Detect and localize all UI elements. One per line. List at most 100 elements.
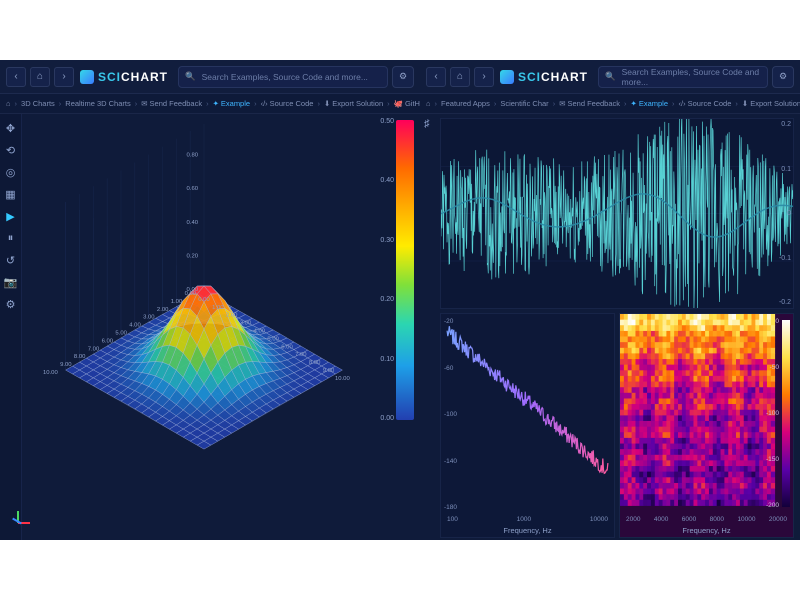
breadcrumb-item[interactable]: 🐙GitHub: [394, 99, 420, 108]
breadcrumb-item[interactable]: Scientific Char: [500, 99, 548, 108]
svg-text:1.00: 1.00: [187, 124, 199, 125]
brand-mark-icon: [80, 70, 94, 84]
svg-text:0.00: 0.00: [198, 297, 210, 303]
topbar: ‹ ⌂ › SCICHART 🔍 Search Examples, Source…: [0, 60, 420, 94]
breadcrumb-item[interactable]: ✦Example: [213, 99, 250, 108]
svg-text:6.00: 6.00: [281, 344, 293, 350]
breadcrumb-item[interactable]: 3D Charts: [21, 99, 55, 108]
download-icon: ⬇: [742, 99, 748, 108]
svg-text:8.00: 8.00: [74, 354, 86, 360]
mail-icon: ✉: [559, 99, 565, 108]
breadcrumb-item[interactable]: Realtime 3D Charts: [65, 99, 130, 108]
spectrum-xlabel: Frequency, Hz: [441, 526, 614, 535]
breadcrumb-item[interactable]: ✦Example: [631, 99, 668, 108]
mail-icon: ✉: [141, 99, 147, 108]
brand-logo: SCICHART: [80, 70, 168, 84]
surface-3d-chart[interactable]: 0.000.001.001.002.002.003.003.004.004.00…: [36, 124, 372, 526]
brand-mark-icon: [500, 70, 514, 84]
svg-text:6.00: 6.00: [102, 338, 114, 344]
spectrum-chart[interactable]: -20-60-100-140-180 100100010000 Frequenc…: [440, 313, 615, 538]
code-icon: ‹/›: [261, 99, 268, 108]
svg-text:3.00: 3.00: [143, 315, 155, 321]
breadcrumb-item[interactable]: ‹/›Source Code: [261, 99, 314, 108]
svg-text:2.00: 2.00: [226, 313, 238, 319]
svg-text:1.00: 1.00: [212, 305, 224, 311]
home-icon: ⌂: [6, 99, 11, 108]
play-button[interactable]: ▶: [3, 208, 19, 224]
svg-text:10.00: 10.00: [335, 376, 350, 382]
breadcrumb-item[interactable]: ⬇Export Solution: [324, 99, 383, 108]
reset-button[interactable]: ↺: [3, 252, 19, 268]
svg-text:9.00: 9.00: [60, 362, 72, 368]
spectrogram-cb-ticks: 0-50-100-150-200: [766, 318, 779, 509]
breadcrumb-item[interactable]: Featured Apps: [441, 99, 490, 108]
svg-text:2.00: 2.00: [157, 307, 169, 313]
brand-logo: SCICHART: [500, 70, 588, 84]
svg-text:7.00: 7.00: [88, 346, 100, 352]
spectrogram-chart[interactable]: 0-50-100-150-200 20004000600080001000020…: [619, 313, 794, 538]
breadcrumb: ⌂›3D Charts›Realtime 3D Charts›✉Send Fee…: [0, 94, 420, 114]
svg-text:7.00: 7.00: [295, 352, 307, 358]
spark-icon: ✦: [213, 99, 219, 108]
search-input[interactable]: 🔍 Search Examples, Source Code and more.…: [178, 66, 388, 88]
search-icon: 🔍: [185, 71, 196, 82]
brand-chart: CHART: [121, 70, 168, 84]
search-icon: 🔍: [605, 71, 616, 82]
spectrogram-xlabel: Frequency, Hz: [620, 526, 793, 535]
svg-text:0.80: 0.80: [187, 153, 199, 159]
pause-button[interactable]: ⏸: [3, 230, 19, 246]
waveform-yticks: 0.20.10-0.1-0.2: [769, 121, 791, 306]
colorbar-ticks: 0.500.400.300.200.100.00: [380, 118, 394, 422]
breadcrumb: ⌂›Featured Apps›Scientific Char›✉Send Fe…: [420, 94, 800, 114]
svg-text:0.40: 0.40: [187, 220, 199, 226]
breadcrumb-item[interactable]: ⬇Export Solution: [742, 99, 800, 108]
brand-sci: SCI: [518, 70, 541, 84]
brand-sci: SCI: [98, 70, 121, 84]
breadcrumb-item[interactable]: ⌂: [6, 99, 11, 108]
nav-home-button[interactable]: ⌂: [30, 67, 50, 87]
svg-text:8.00: 8.00: [309, 360, 321, 366]
github-icon: 🐙: [394, 99, 403, 108]
svg-text:9.00: 9.00: [323, 368, 335, 374]
nav-forward-button[interactable]: ›: [54, 67, 74, 87]
svg-text:0.20: 0.20: [187, 253, 199, 259]
spectrogram-xticks: 20004000600080001000020000: [626, 516, 787, 523]
search-placeholder: Search Examples, Source Code and more...: [202, 72, 368, 82]
colorbar: [396, 120, 414, 420]
nav-forward-button[interactable]: ›: [474, 67, 494, 87]
home-icon: ⌂: [426, 99, 431, 108]
settings-button[interactable]: ⚙: [3, 296, 19, 312]
search-placeholder: Search Examples, Source Code and more...: [622, 67, 761, 87]
svg-text:4.00: 4.00: [254, 329, 266, 335]
grip-icon[interactable]: ♯: [424, 118, 438, 132]
breadcrumb-item[interactable]: ‹/›Source Code: [679, 99, 732, 108]
nav-back-button[interactable]: ‹: [426, 67, 446, 87]
spark-icon: ✦: [631, 99, 637, 108]
panel-3d-surface: ‹ ⌂ › SCICHART 🔍 Search Examples, Source…: [0, 60, 420, 540]
code-icon: ‹/›: [679, 99, 686, 108]
waveform-chart[interactable]: 0.20.10-0.1-0.2: [440, 118, 794, 309]
spectrogram-colorbar: [782, 320, 790, 507]
svg-text:5.00: 5.00: [115, 330, 127, 336]
camera-button[interactable]: 📷: [3, 274, 19, 290]
nav-back-button[interactable]: ‹: [6, 67, 26, 87]
panel-audio-analyzer: ‹ ⌂ › SCICHART 🔍 Search Examples, Source…: [420, 60, 800, 540]
settings-button[interactable]: ⚙: [392, 66, 414, 88]
left-toolbar: ✥ ⟲ ◎ ▦ ▶ ⏸ ↺ 📷 ⚙: [0, 114, 22, 540]
breadcrumb-item[interactable]: ⌂: [426, 99, 431, 108]
breadcrumb-item[interactable]: ✉Send Feedback: [559, 99, 620, 108]
svg-text:0.00: 0.00: [187, 287, 199, 293]
settings-button[interactable]: ⚙: [772, 66, 794, 88]
svg-text:3.00: 3.00: [240, 321, 252, 327]
nav-home-button[interactable]: ⌂: [450, 67, 470, 87]
grid-button[interactable]: ▦: [3, 186, 19, 202]
svg-text:10.00: 10.00: [43, 370, 58, 376]
rotate-3d-button[interactable]: ⟲: [3, 142, 19, 158]
target-button[interactable]: ◎: [3, 164, 19, 180]
chart-area: 0.20.10-0.1-0.2 -20-60-100-140-180 10010…: [440, 118, 794, 534]
search-input[interactable]: 🔍 Search Examples, Source Code and more.…: [598, 66, 768, 88]
brand-chart: CHART: [541, 70, 588, 84]
svg-text:0.60: 0.60: [187, 186, 199, 192]
breadcrumb-item[interactable]: ✉Send Feedback: [141, 99, 202, 108]
move-button[interactable]: ✥: [3, 120, 19, 136]
